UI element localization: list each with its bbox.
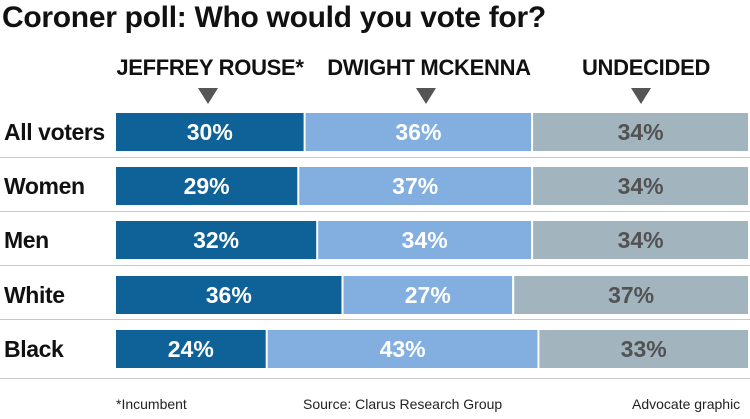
bar-mckenna — [343, 276, 513, 314]
data-label-mckenna: 37% — [392, 173, 438, 199]
row-divider — [0, 265, 750, 266]
legend-label-mckenna: DWIGHT MCKENNA — [327, 55, 531, 80]
row-label-black: Black — [4, 336, 64, 362]
data-label-mckenna: 34% — [402, 227, 448, 253]
row-divider — [0, 157, 750, 158]
footnote-incumbent: *Incumbent — [116, 396, 187, 412]
graphic-credit: Advocate graphic — [632, 396, 741, 412]
down-arrow-icon — [631, 88, 651, 104]
bar-rouse — [116, 330, 266, 368]
bar-mckenna — [267, 330, 538, 368]
bar-rouse — [116, 113, 304, 151]
data-label-undecided: 33% — [621, 336, 667, 362]
data-label-mckenna: 27% — [405, 282, 451, 308]
row-label-women: Women — [4, 173, 85, 199]
data-label-rouse: 32% — [193, 227, 239, 253]
bar-mckenna — [305, 113, 532, 151]
data-label-mckenna: 43% — [380, 336, 426, 362]
row-divider — [0, 211, 750, 212]
bar-rouse — [116, 276, 342, 314]
data-label-rouse: 29% — [184, 173, 230, 199]
bar-rouse — [116, 221, 317, 259]
bar-rouse — [116, 167, 298, 205]
row-label-men: Men — [4, 227, 49, 253]
down-arrow-icon — [416, 88, 436, 104]
data-label-rouse: 30% — [187, 119, 233, 145]
bar-undecided — [533, 221, 748, 259]
row-label-all-voters: All voters — [4, 119, 105, 145]
row-divider — [0, 319, 750, 320]
data-label-rouse: 24% — [168, 336, 214, 362]
bar-mckenna — [318, 221, 532, 259]
row-label-white: White — [4, 282, 65, 308]
data-label-undecided: 37% — [608, 282, 654, 308]
chart-title: Coroner poll: Who would you vote for? — [2, 1, 546, 34]
bar-undecided — [533, 167, 748, 205]
data-label-undecided: 34% — [618, 119, 664, 145]
legend-label-rouse: JEFFREY ROUSE* — [116, 55, 304, 80]
data-label-undecided: 34% — [618, 173, 664, 199]
data-label-mckenna: 36% — [395, 119, 441, 145]
data-label-rouse: 36% — [206, 282, 252, 308]
source-credit: Source: Clarus Research Group — [303, 396, 503, 412]
bar-undecided — [514, 276, 748, 314]
bar-undecided — [539, 330, 748, 368]
legend-label-undecided: UNDECIDED — [581, 55, 711, 80]
row-divider — [0, 378, 750, 379]
data-label-undecided: 34% — [618, 227, 664, 253]
down-arrow-icon — [198, 88, 218, 104]
bar-mckenna — [299, 167, 532, 205]
bar-undecided — [533, 113, 748, 151]
